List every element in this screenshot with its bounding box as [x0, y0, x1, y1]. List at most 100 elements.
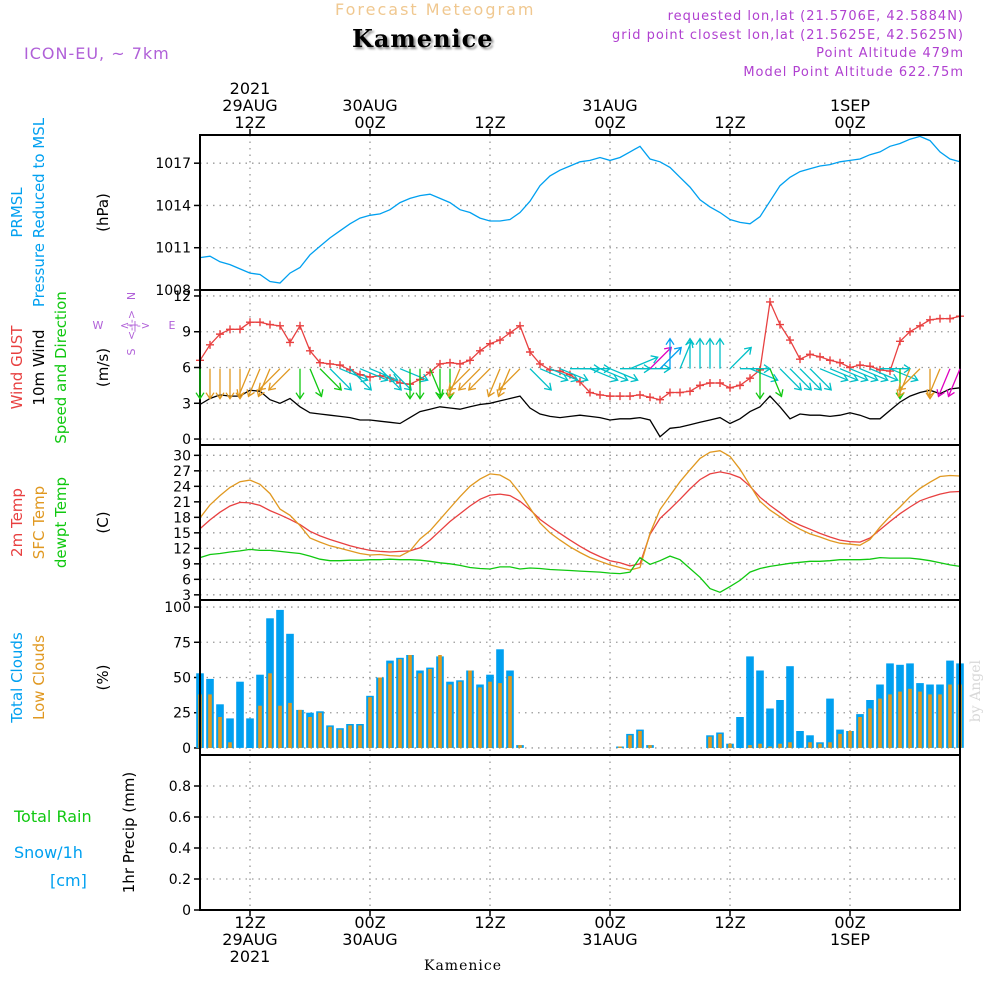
y-tick-label: 1014	[155, 198, 191, 214]
gust-marker	[736, 381, 744, 390]
bar-clouds-0	[776, 700, 784, 748]
wind-arrow-shaft	[889, 368, 918, 381]
compass-west: W	[93, 319, 104, 332]
bar-clouds-0	[746, 656, 754, 748]
bar-clouds-1	[748, 745, 752, 748]
gust-marker	[936, 314, 944, 323]
wind-arrow-shaft	[599, 368, 628, 381]
y-tick-label: 18	[173, 510, 191, 526]
wind-arrow-head	[256, 389, 265, 398]
series-line-temperature-0	[199, 471, 961, 567]
gust-marker	[916, 321, 924, 330]
bar-clouds-1	[938, 694, 942, 748]
wind-arrow-head	[543, 382, 553, 391]
y-tick-label: 1011	[155, 241, 191, 257]
gust-marker	[476, 346, 484, 355]
wind-arrow-head	[620, 373, 629, 383]
y-tick-label: 21	[173, 495, 191, 511]
gust-marker	[786, 336, 794, 345]
wind-arrow-shaft	[937, 368, 951, 397]
bar-clouds-1	[868, 708, 872, 748]
wind-arrow-shaft	[468, 368, 491, 391]
gust-marker	[236, 325, 244, 334]
gust-marker	[726, 383, 734, 392]
wind-arrow-head	[895, 392, 905, 400]
gust-marker	[696, 381, 704, 390]
wind-arrow-head	[315, 389, 324, 398]
wind-arrow-shaft	[539, 368, 568, 381]
y-tick-label: 50	[173, 671, 191, 687]
wind-arrow-shaft	[859, 368, 888, 381]
wind-arrow-head	[610, 373, 619, 383]
time-tick-label-bottom: 12Z	[714, 913, 745, 932]
wind-arrow-shaft	[268, 368, 291, 391]
panel-label: Speed and Direction	[52, 291, 70, 444]
gust-marker	[306, 346, 314, 355]
wind-arrow-shaft	[497, 368, 511, 397]
y-tick-label: 75	[173, 635, 191, 651]
bar-clouds-1	[808, 742, 812, 748]
bar-clouds-1	[898, 691, 902, 748]
bar-clouds-1	[208, 694, 212, 748]
gust-marker	[806, 350, 814, 359]
wind-arrow-shaft	[247, 368, 261, 397]
bar-clouds-0	[756, 670, 764, 748]
gust-marker	[366, 373, 374, 382]
bar-clouds-0	[286, 633, 294, 748]
bar-clouds-0	[826, 698, 834, 748]
bar-clouds-1	[878, 698, 882, 748]
panel-label: Total Clouds	[8, 632, 26, 724]
time-tick-label-bottom: 31AUG	[582, 930, 637, 949]
bar-clouds-0	[236, 681, 244, 748]
gust-marker	[646, 393, 654, 402]
wind-arrow-shaft	[389, 368, 412, 391]
wind-arrow-shaft	[897, 368, 911, 397]
time-tick-label-top: 00Z	[834, 113, 865, 132]
panel-frame	[199, 599, 961, 756]
wind-arrow-shaft	[339, 368, 368, 381]
bar-clouds-1	[648, 745, 652, 748]
bar-clouds-1	[358, 725, 362, 748]
wind-arrow-head	[813, 382, 823, 391]
wind-arrow-head	[570, 373, 579, 383]
wind-arrow-shaft	[829, 368, 858, 381]
wind-arrow-shaft	[237, 368, 251, 397]
gust-marker	[436, 359, 444, 368]
wind-arrow-shaft	[629, 356, 658, 370]
wind-arrow-shaft	[369, 368, 398, 381]
compass-east: E	[169, 319, 176, 332]
bar-clouds-1	[228, 742, 232, 748]
time-tick-label-top: 00Z	[354, 113, 385, 132]
bar-clouds-1	[848, 731, 852, 748]
gust-marker	[296, 321, 304, 330]
y-tick-label: 0	[182, 432, 191, 448]
y-tick-label: 27	[173, 464, 191, 480]
series-line-wind-1	[199, 387, 961, 438]
wind-arrow-head	[890, 373, 899, 383]
wind-arrow-head	[446, 389, 455, 398]
time-tick-label-bottom: 12Z	[234, 913, 265, 932]
wind-arrow-head	[715, 337, 725, 346]
bar-clouds-1	[278, 705, 282, 748]
y-tick-label: 9	[182, 557, 191, 573]
y-tick-label: 15	[173, 526, 191, 542]
gust-marker	[656, 395, 664, 404]
wind-arrow-head	[343, 382, 353, 391]
wind-arrow-head	[380, 373, 389, 383]
bar-clouds-1	[298, 709, 302, 748]
precip-legend-label: Total Rain	[13, 807, 92, 826]
panel-label: SFC Temp	[30, 486, 48, 559]
bar-clouds-1	[498, 683, 502, 748]
y-tick-label: 12	[173, 289, 191, 305]
wind-arrow-head	[926, 389, 935, 398]
wind-arrow-shaft	[809, 368, 832, 391]
time-tick-label-bottom: 00Z	[354, 913, 385, 932]
wind-arrow-head	[236, 389, 245, 398]
time-tick-label-bottom: 00Z	[834, 913, 865, 932]
gust-marker	[826, 356, 834, 365]
y-tick-label: 9	[182, 325, 191, 341]
bar-clouds-0	[246, 718, 254, 748]
bar-clouds-1	[418, 673, 422, 748]
wind-arrow-shaft	[498, 368, 521, 391]
